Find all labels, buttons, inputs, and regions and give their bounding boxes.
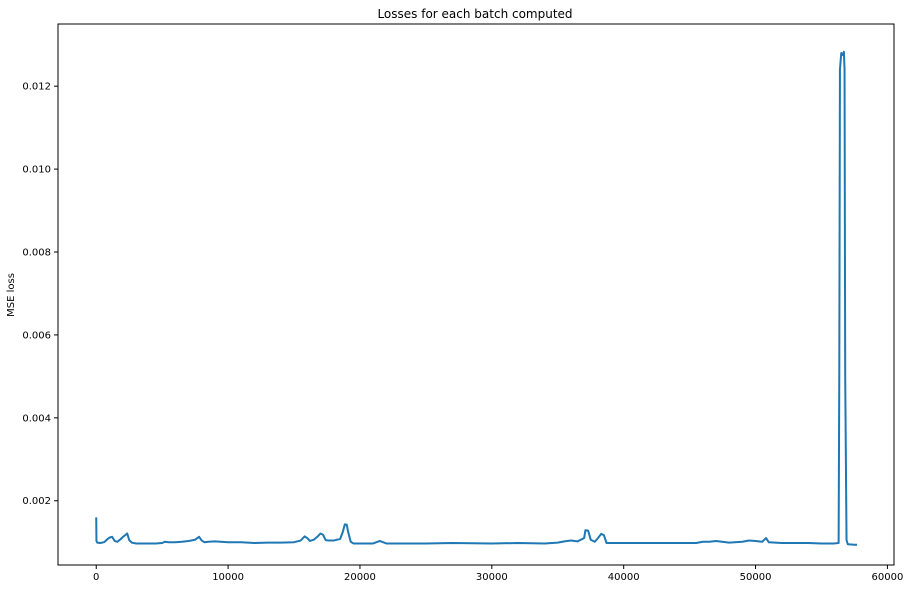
y-tick-label: 0.010	[22, 165, 51, 176]
plot-area: 0 10000 20000 30000 40000 50000 60000 0.002 0.00…	[22, 23, 904, 583]
x-tick-label: 40000	[608, 572, 640, 583]
x-tick-label: 60000	[872, 572, 904, 583]
x-tick-label: 0	[93, 572, 99, 583]
y-tick-label: 0.008	[22, 248, 51, 259]
chart-title: Losses for each batch computed	[377, 7, 572, 21]
y-tick-label: 0.002	[22, 496, 51, 507]
axes-frame	[57, 23, 895, 566]
x-tick-label: 10000	[212, 572, 244, 583]
loss-series-line-0	[95, 50, 858, 546]
x-tick-label: 30000	[476, 572, 508, 583]
y-tick-label: 0.006	[22, 330, 51, 341]
x-tick-label: 20000	[344, 572, 376, 583]
y-tick-label: 0.012	[22, 82, 51, 93]
y-tick-label: 0.004	[22, 413, 51, 424]
x-tick-label: 50000	[740, 572, 772, 583]
y-axis-label: MSE loss	[6, 273, 17, 317]
